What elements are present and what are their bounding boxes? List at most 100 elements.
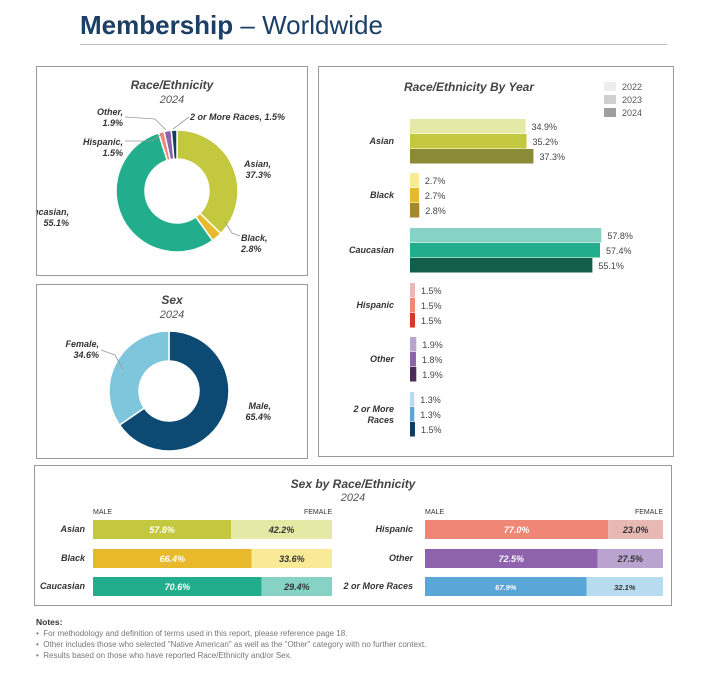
bar-value-hispanic-2022: 1.5% bbox=[421, 286, 442, 296]
row-label-caucasian: Caucasian bbox=[40, 581, 86, 591]
male-value-black: 66.4% bbox=[160, 554, 186, 564]
black-leader-line bbox=[224, 221, 241, 237]
column-label-male: MALE bbox=[93, 509, 112, 516]
female-bar-other bbox=[597, 549, 663, 568]
female-bar-hispanic bbox=[608, 520, 663, 539]
bar-caucasian-2022 bbox=[410, 228, 602, 243]
category-label-hispanic: Hispanic bbox=[356, 300, 394, 310]
row-label-black: Black bbox=[61, 553, 86, 563]
bar-value-black-2024: 2.8% bbox=[425, 206, 446, 216]
legend-label-2024: 2024 bbox=[622, 108, 642, 118]
female-value-multi: 32.1% bbox=[614, 583, 636, 592]
category-label-multi: 2 or More Races bbox=[352, 404, 394, 425]
bar-value-black-2022: 2.7% bbox=[425, 176, 446, 186]
bar-value-caucasian-2022: 57.8% bbox=[607, 231, 633, 241]
legend-label-2022: 2022 bbox=[622, 82, 642, 92]
male-bar-other bbox=[425, 549, 598, 568]
row-label-multi: 2 or More Races bbox=[342, 581, 413, 591]
bar-value-multi-2022: 1.3% bbox=[420, 395, 441, 405]
bar-caucasian-2023 bbox=[410, 243, 600, 258]
black-slice-label: Black, 2.8% bbox=[240, 233, 268, 254]
column-label-female: FEMALE bbox=[304, 509, 332, 516]
female-slice bbox=[108, 330, 170, 427]
female-bar-caucasian bbox=[261, 577, 332, 596]
page-title-bold: Membership bbox=[80, 10, 234, 40]
bar-value-asian-2023: 35.2% bbox=[533, 137, 559, 147]
male-value-caucasian: 70.6% bbox=[165, 582, 191, 592]
male-slice-label: Male, 65.4% bbox=[245, 401, 271, 422]
race-ethnicity-donut-chart: Asian,37.3% Black,2.8% Caucasian,55.1% Hisp… bbox=[37, 107, 285, 254]
female-value-other: 27.5% bbox=[617, 554, 644, 564]
female-bar-multi bbox=[586, 577, 663, 596]
race-by-year-title: Race/Ethnicity By Year bbox=[404, 80, 535, 94]
bar-value-multi-2023: 1.3% bbox=[420, 410, 441, 420]
race-pie-title: Race/Ethnicity bbox=[130, 78, 214, 92]
sex-pie-title: Sex bbox=[161, 293, 183, 307]
sex-donut-chart: Male, 65.4% Female, 34.6% bbox=[65, 330, 271, 452]
male-bar-hispanic bbox=[425, 520, 609, 539]
male-value-hispanic: 77.0% bbox=[504, 525, 530, 535]
male-value-other: 72.5% bbox=[499, 554, 525, 564]
caucasian-slice bbox=[115, 131, 214, 253]
sex-pie-panel: Sex 2024 Male, 65.4% Female, 34.6% bbox=[36, 284, 308, 459]
two-or-more-races-leader-line bbox=[172, 116, 190, 130]
bar-asian-2023 bbox=[410, 134, 527, 149]
row-label-asian: Asian bbox=[59, 524, 85, 534]
legend-swatch-2022 bbox=[604, 82, 616, 91]
bar-multi-2024 bbox=[410, 422, 415, 437]
race-ethnicity-pie-panel: Race/Ethnicity 2024 Asian, 37.3% Black, 2.8… bbox=[36, 66, 308, 276]
male-bar-multi bbox=[425, 577, 587, 596]
female-value-hispanic: 23.0% bbox=[622, 525, 649, 535]
bar-hispanic-2022 bbox=[410, 283, 415, 298]
female-value-black: 33.6% bbox=[279, 554, 305, 564]
bar-hispanic-2024 bbox=[410, 313, 415, 328]
category-label-other: Other bbox=[370, 354, 395, 364]
sex-by-race-panel: Sex by Race/Ethnicity 2024 MALE FEMALE Asi… bbox=[34, 465, 672, 606]
bar-multi-2023 bbox=[410, 407, 415, 422]
note-item: • For methodology and definition of term… bbox=[36, 629, 348, 638]
bar-multi-2022 bbox=[410, 392, 415, 407]
bar-value-other-2024: 1.9% bbox=[422, 370, 443, 380]
bar-other-2022 bbox=[410, 337, 417, 352]
male-bar-caucasian bbox=[93, 577, 262, 596]
category-label-caucasian: Caucasian bbox=[349, 245, 395, 255]
bar-value-other-2022: 1.9% bbox=[422, 340, 443, 350]
female-leader-line bbox=[100, 349, 124, 370]
female-bar-black bbox=[251, 549, 332, 568]
female-value-asian: 42.2% bbox=[268, 525, 295, 535]
column-label-male: MALE bbox=[425, 509, 444, 516]
column-label-female: FEMALE bbox=[635, 509, 663, 516]
bar-value-other-2023: 1.8% bbox=[422, 355, 443, 365]
bar-value-black-2023: 2.7% bbox=[425, 191, 446, 201]
female-bar-asian bbox=[231, 520, 332, 539]
other-leader-line bbox=[124, 116, 167, 131]
sex-by-race-subtitle: 2024 bbox=[340, 492, 366, 504]
sex-by-race-title: Sex by Race/Ethnicity bbox=[290, 477, 416, 491]
asian-slice bbox=[176, 129, 239, 235]
race-by-year-panel: Race/Ethnicity By Year 2022 2023 2024 Asian 3… bbox=[318, 66, 674, 457]
bar-value-hispanic-2023: 1.5% bbox=[421, 301, 442, 311]
bar-value-asian-2022: 34.9% bbox=[532, 122, 558, 132]
female-slice-label: Female, 34.6% bbox=[65, 339, 99, 360]
bar-hispanic-2023 bbox=[410, 298, 415, 313]
category-label-black: Black bbox=[370, 190, 395, 200]
legend-swatch-2023 bbox=[604, 95, 616, 104]
page-title-rest: – Worldwide bbox=[233, 10, 383, 40]
bar-other-2024 bbox=[410, 367, 417, 382]
row-label-other: Other bbox=[389, 553, 414, 563]
female-value-caucasian: 29.4% bbox=[283, 582, 310, 592]
other-slice-label: Other, 1.9% bbox=[97, 107, 123, 128]
bar-asian-2024 bbox=[410, 149, 534, 164]
bar-asian-2022 bbox=[410, 119, 526, 134]
row-label-hispanic: Hispanic bbox=[375, 524, 413, 534]
bar-black-2022 bbox=[410, 173, 419, 188]
male-value-asian: 57.8% bbox=[149, 525, 175, 535]
bar-value-caucasian-2023: 57.4% bbox=[606, 246, 632, 256]
bar-value-caucasian-2024: 55.1% bbox=[598, 261, 624, 271]
hispanic-leader-line bbox=[125, 133, 163, 142]
legend-label-2023: 2023 bbox=[622, 95, 642, 105]
notes-section: Notes: • For methodology and definition … bbox=[36, 617, 426, 661]
hispanic-slice-label: Hispanic, 1.5% bbox=[83, 137, 123, 158]
title-divider bbox=[80, 44, 667, 45]
asian-slice-label: Asian, 37.3% bbox=[243, 159, 271, 180]
